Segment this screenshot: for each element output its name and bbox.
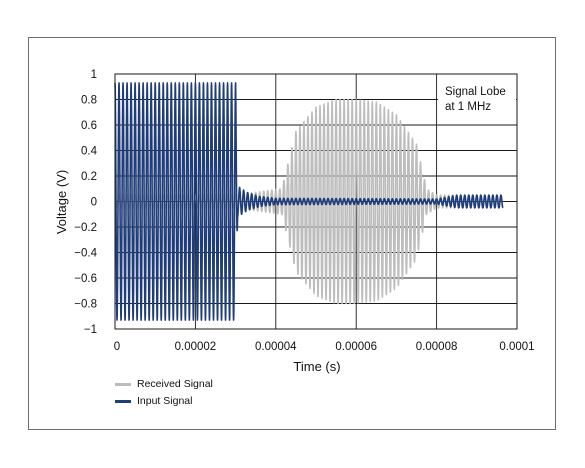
annotation-box bbox=[438, 77, 516, 121]
x-tick-label: 0.0001 bbox=[499, 341, 534, 353]
y-tick-label: 1 bbox=[91, 69, 97, 81]
y-tick-label: 0.4 bbox=[81, 146, 98, 158]
series-input-signal bbox=[114, 82, 504, 321]
axes bbox=[114, 73, 518, 330]
legend-label-input: Input Signal bbox=[137, 395, 193, 407]
x-axis-title: Time (s) bbox=[293, 359, 340, 374]
x-tick-label: 0.00006 bbox=[335, 341, 377, 353]
y-tick-label: −0.8 bbox=[74, 299, 97, 311]
legend-item-input: Input Signal bbox=[115, 393, 213, 409]
y-tick-label: 0 bbox=[91, 197, 97, 209]
legend-swatch-received bbox=[115, 382, 131, 386]
plot-border bbox=[114, 73, 518, 330]
y-tick-label: 0.2 bbox=[81, 171, 97, 183]
x-tick-label: 0.00004 bbox=[255, 341, 297, 353]
legend-item-received: Received Signal bbox=[115, 376, 213, 392]
y-tick-label: −1 bbox=[84, 324, 97, 336]
legend: Received Signal Input Signal bbox=[115, 376, 213, 410]
y-tick-label: 0.6 bbox=[81, 120, 97, 132]
y-tick-label: 0.8 bbox=[81, 95, 97, 107]
y-axis-title: Voltage (V) bbox=[54, 170, 69, 234]
y-tick-label: −0.6 bbox=[74, 273, 97, 285]
legend-swatch-input bbox=[115, 399, 131, 403]
tick-labels: 1 0.8 0.6 0.4 0.2 0 −0.2 −0.4 −0.6 −0.8 −1 0 0.00002… bbox=[74, 69, 534, 353]
x-tick-label: 0 bbox=[114, 341, 120, 353]
annotation-line-1: Signal Lobe bbox=[445, 86, 506, 98]
y-tick-label: −0.2 bbox=[74, 222, 97, 234]
x-tick-label: 0.00008 bbox=[416, 341, 458, 353]
x-tick-label: 0.00002 bbox=[175, 341, 217, 353]
annotation-line-2: at 1 MHz bbox=[445, 101, 491, 113]
y-tick-label: −0.4 bbox=[74, 248, 97, 260]
series-line bbox=[114, 82, 504, 321]
legend-label-received: Received Signal bbox=[137, 378, 213, 390]
